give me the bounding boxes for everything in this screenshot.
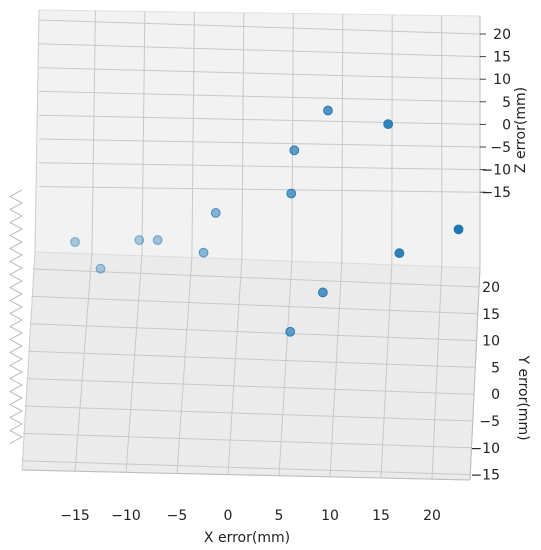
scatter-point [285, 326, 296, 337]
scatter-point [210, 208, 221, 218]
y-tick-label: 20 [482, 280, 500, 296]
y-gridline [21, 460, 471, 476]
pane-zigzag [8, 189, 24, 444]
x-tick-label: 5 [275, 508, 284, 524]
scatter-point [317, 287, 328, 298]
axis-panes [21, 9, 481, 481]
x-tick-label: 0 [224, 508, 233, 524]
scatter-point [323, 105, 333, 116]
x-gridline [176, 12, 195, 474]
data-points [70, 105, 464, 337]
y-axis-line [469, 267, 481, 481]
z-tick-label: 10 [493, 72, 511, 88]
z-gridline [38, 43, 481, 58]
scatter-point [394, 248, 405, 259]
z-tick-label: 0 [502, 117, 511, 133]
z-tick-label: −5 [490, 140, 511, 156]
x-gridline [278, 13, 294, 476]
z-tick-label: 20 [493, 27, 511, 43]
axis-edges [21, 16, 481, 481]
y-tick-label: 0 [491, 387, 500, 403]
z-gridline [38, 90, 481, 103]
z-gridline [38, 162, 481, 171]
x-gridline [329, 14, 344, 477]
x-axis-label: X error(mm) [204, 530, 290, 546]
z-gridline [38, 67, 481, 80]
y-gridline [23, 432, 472, 449]
scatter-point [453, 224, 464, 235]
z-tick-label: −10 [481, 163, 511, 179]
y-gridline [28, 350, 476, 368]
z-tick-label: 5 [502, 95, 511, 111]
back-pane [34, 9, 481, 269]
scatter-point [289, 145, 300, 156]
z-axis-label: Z error(mm) [513, 87, 529, 173]
x-tick-label: 20 [423, 508, 441, 524]
tick-labels: −15 −10 −5 0 5 10 15 20 20 15 10 5 0 −5 −10 −15 20 15 10 5 0… [60, 27, 511, 524]
y-tick-label: −15 [470, 468, 500, 484]
scatter-point [286, 188, 297, 199]
y-gridline [26, 378, 475, 395]
scatter-point [70, 237, 80, 247]
scatter-point [95, 263, 106, 274]
y-tick-label: −10 [470, 441, 500, 457]
x-tick-label: −15 [60, 508, 90, 524]
z-tick-label: 15 [493, 50, 511, 66]
y-gridline [24, 405, 473, 422]
scatter-point [134, 235, 145, 245]
z-gridline [38, 114, 481, 125]
z-tick-label: −15 [481, 185, 511, 201]
y-tick-label: 10 [482, 334, 500, 350]
x-gridline [431, 15, 443, 480]
x-tick-label: 15 [372, 508, 390, 524]
x-gridline [380, 14, 393, 479]
x-gridline [125, 11, 146, 473]
x-tick-label: −10 [111, 508, 141, 524]
y-tick-label: 5 [491, 360, 500, 376]
scatter-point [383, 119, 394, 130]
y-gridline [29, 323, 477, 342]
x-gridline [227, 12, 245, 475]
z-gridline [38, 138, 481, 148]
y-gridline [31, 295, 478, 315]
y-tick-label: −5 [479, 414, 500, 430]
z-gridline [38, 186, 481, 193]
y-gridline [32, 268, 480, 288]
scatter-point [198, 247, 209, 258]
scatter-point [152, 235, 163, 245]
x-tick-label: −5 [167, 508, 188, 524]
left-pane-zigzag [21, 9, 40, 471]
z-gridline [38, 19, 481, 35]
y-axis-label: Y error(mm) [515, 354, 531, 440]
x-axis-line [21, 469, 471, 481]
y-tick-label: 15 [482, 307, 500, 323]
x-gridline [74, 10, 96, 472]
x-tick-label: 10 [321, 508, 339, 524]
grid-lines [8, 10, 481, 480]
